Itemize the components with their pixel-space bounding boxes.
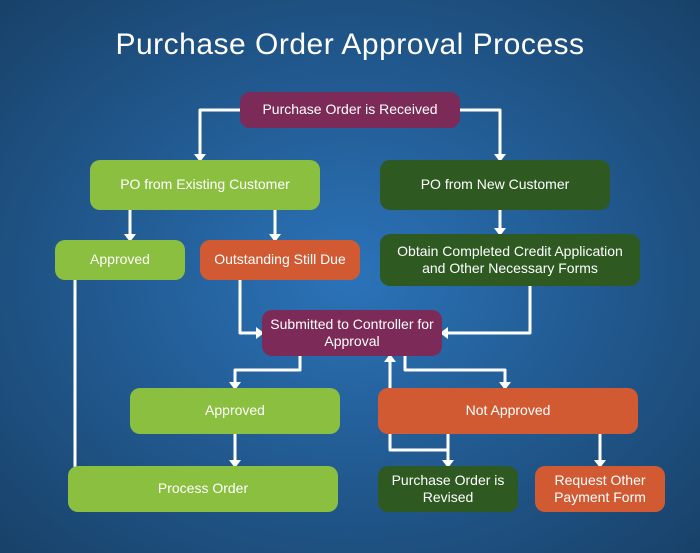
node-approved1: Approved xyxy=(55,240,185,280)
node-received: Purchase Order is Received xyxy=(240,92,460,128)
node-outstanding: Outstanding Still Due xyxy=(200,240,360,280)
node-approved2: Approved xyxy=(130,388,340,434)
flowchart-canvas: Purchase Order Approval Process Purchase… xyxy=(0,0,700,553)
node-notapproved: Not Approved xyxy=(378,388,638,434)
node-reqother: Request Other Payment Form xyxy=(535,466,665,512)
chart-title: Purchase Order Approval Process xyxy=(0,28,700,62)
node-creditapp: Obtain Completed Credit Application and … xyxy=(380,234,640,286)
node-existing: PO from Existing Customer xyxy=(90,160,320,210)
node-submitted: Submitted to Controller for Approval xyxy=(262,310,442,356)
node-process: Process Order xyxy=(68,466,338,512)
node-revised: Purchase Order is Revised xyxy=(378,466,518,512)
node-newcust: PO from New Customer xyxy=(380,160,610,210)
